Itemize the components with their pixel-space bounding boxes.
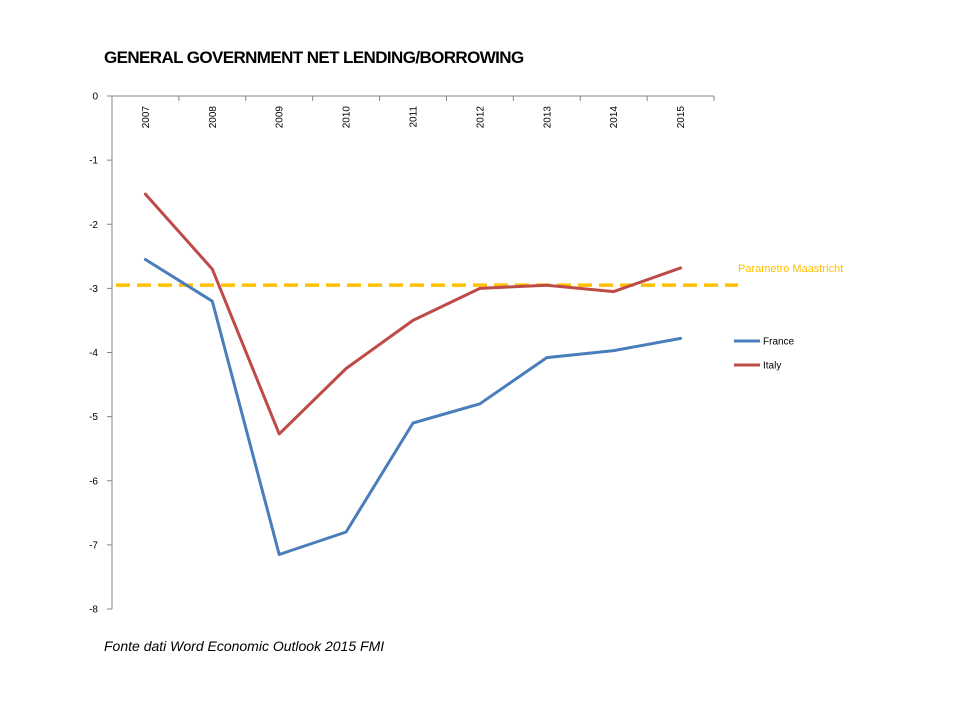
x-tick-label: 2007 <box>141 106 152 129</box>
y-axis-ticks: 0 -1 -2 -3 -4 -5 -6 -7 -8 <box>89 92 112 616</box>
series-lines <box>143 192 683 556</box>
series-line-france <box>143 258 683 556</box>
reference-line-group: Parametro Maastricht <box>116 263 843 287</box>
x-tick-label: 2011 <box>409 106 420 128</box>
x-tick-label: 2008 <box>208 106 219 129</box>
x-tick-label: 2013 <box>542 106 553 129</box>
x-tick-label: 2009 <box>275 106 286 129</box>
legend: France Italy <box>734 337 795 372</box>
series-line-italy <box>143 192 683 436</box>
x-tick-label: 2012 <box>475 106 486 129</box>
x-tick-label: 2015 <box>676 106 687 129</box>
chart-title: GENERAL GOVERNMENT NET LENDING/BORROWING <box>104 48 524 67</box>
y-tick-label: 0 <box>92 92 98 103</box>
y-tick-label: -5 <box>89 412 98 423</box>
y-tick-label: -4 <box>89 348 98 359</box>
y-tick-label: -1 <box>89 156 98 167</box>
legend-label-italy: Italy <box>763 361 781 372</box>
y-tick-label: -6 <box>89 476 98 487</box>
x-tick-label: 2010 <box>342 106 353 129</box>
x-axis-ticks: 2007 2008 2009 2010 2011 2012 2013 2014 2015 <box>111 96 715 129</box>
y-tick-label: -7 <box>89 540 98 551</box>
legend-label-france: France <box>763 337 795 348</box>
axes <box>111 95 714 609</box>
x-tick-label: 2014 <box>609 106 620 129</box>
y-tick-label: -3 <box>89 284 98 295</box>
y-tick-label: -2 <box>89 220 98 231</box>
reference-line-label: Parametro Maastricht <box>738 263 843 275</box>
source-note: Fonte dati Word Economic Outlook 2015 FM… <box>104 638 385 654</box>
y-tick-label: -8 <box>89 605 98 616</box>
